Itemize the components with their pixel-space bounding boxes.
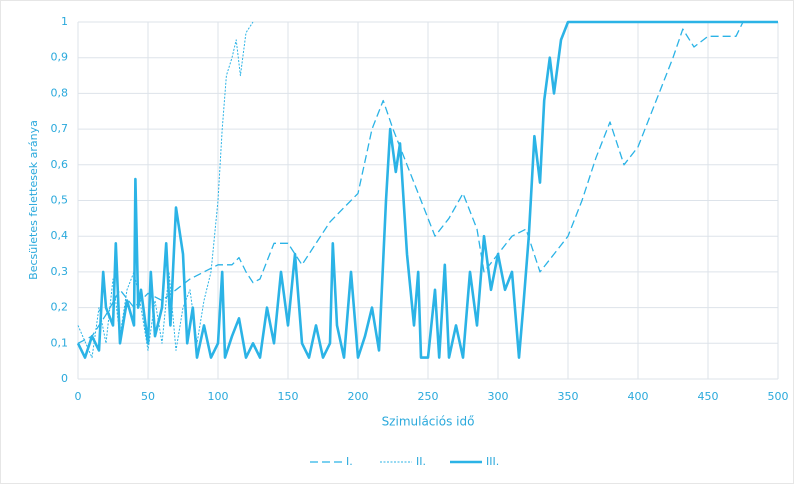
y-axis-label: Becsületes felettesek aránya [27,120,40,280]
x-tick-label: 50 [141,390,155,403]
x-tick-label: 250 [418,390,439,403]
x-tick-label: 350 [558,390,579,403]
x-tick-label: 0 [75,390,82,403]
x-axis-label: Szimulációs idő [382,415,475,429]
legend-label: I. [346,455,353,468]
line-series [76,20,778,359]
x-tick-label: 500 [768,390,789,403]
y-tick-label: 0,9 [51,51,69,64]
x-tick-label: 150 [278,390,299,403]
y-tick-label: 0,6 [51,158,69,171]
x-tick-label: 100 [208,390,229,403]
y-tick-label: 0 [61,372,68,385]
x-tick-label: 400 [628,390,649,403]
x-tick-label: 200 [348,390,369,403]
y-tick-label: 0,3 [51,265,69,278]
x-tick-label: 300 [488,390,509,403]
y-tick-label: 0,4 [51,229,69,242]
y-tick-label: 0,7 [51,122,69,135]
legend-label: III. [486,455,499,468]
y-tick-label: 1 [61,15,68,28]
legend-label: II. [416,455,426,468]
y-tick-label: 0,2 [51,301,69,314]
y-tick-label: 0,1 [51,336,69,349]
line-series [77,21,254,359]
x-tick-label: 450 [698,390,719,403]
y-tick-label: 0,8 [51,86,69,99]
y-tick-label: 0,5 [51,194,69,207]
